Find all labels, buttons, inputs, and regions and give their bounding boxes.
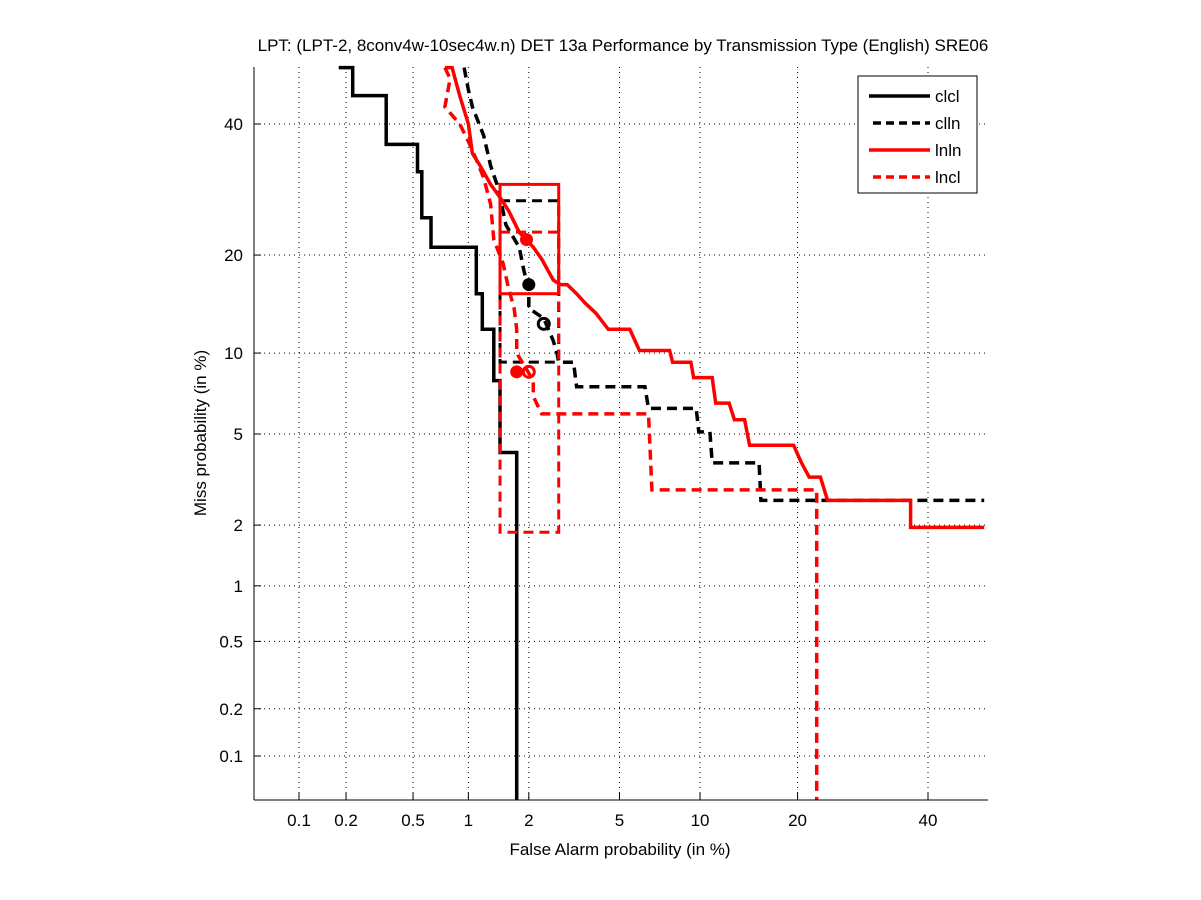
x-tick-label: 10 [691,811,710,830]
min-dcf-marker-lncl [521,364,536,379]
x-ticks: 0.1 0.2 0.5 1 2 5 10 20 40 [287,793,937,830]
x-tick-label: 1 [464,811,473,830]
actual-dcf-marker-lncl [510,365,524,379]
x-tick-label: 5 [615,811,624,830]
x-tick-label: 0.5 [401,811,425,830]
y-tick-label: 2 [234,516,243,535]
y-tick-label: 10 [224,344,243,363]
det-curve-clln [462,67,985,503]
grid [254,67,988,800]
y-tick-label: 1 [234,577,243,596]
legend-label-lncl: lncl [935,168,961,187]
x-tick-label: 0.1 [287,811,311,830]
x-tick-label: 20 [788,811,807,830]
x-tick-label: 0.2 [334,811,358,830]
x-tick-label: 2 [524,811,533,830]
y-ticks: 0.1 0.2 0.5 1 2 5 10 20 40 [219,115,261,766]
y-tick-label: 0.1 [219,747,243,766]
plot-area [338,65,985,800]
det-curve-lnln [444,65,985,530]
det-curve-clcl [338,65,519,800]
legend: clcl clln lnln lncl [857,75,978,194]
legend-label-lnln: lnln [935,141,961,160]
y-tick-label: 40 [224,115,243,134]
min-dcf-marker-clln [536,316,551,331]
y-tick-label: 5 [234,425,243,444]
x-tick-label: 40 [919,811,938,830]
confidence-box-lncl [498,230,561,534]
chart-title: LPT: (LPT-2, 8conv4w-10sec4w.n) DET 13a … [258,36,989,55]
actual-dcf-marker-clln [522,278,536,292]
actual-dcf-marker-lnln [519,233,533,247]
y-axis-label: Miss probability (in %) [191,350,210,516]
y-tick-label: 0.5 [219,632,243,651]
x-axis-label: False Alarm probability (in %) [509,840,730,859]
y-tick-label: 0.2 [219,700,243,719]
legend-label-clln: clln [935,114,961,133]
det-curve-lncl [443,66,819,800]
y-tick-label: 20 [224,246,243,265]
legend-label-clcl: clcl [935,87,960,106]
